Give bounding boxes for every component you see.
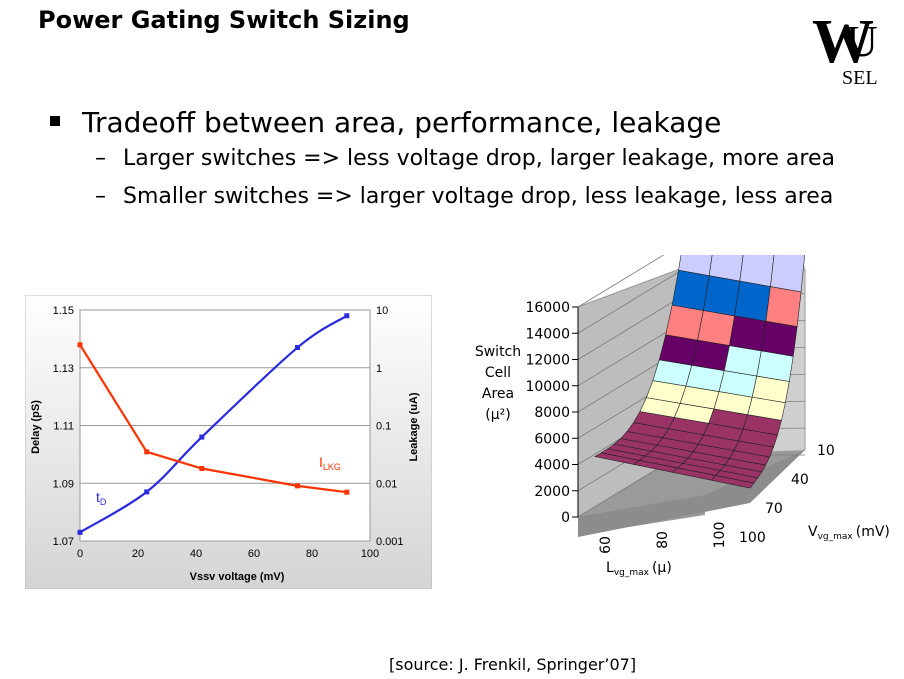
x-tick-label: 60 [598, 536, 614, 554]
wall-grid-line [577, 270, 681, 334]
z-tick-label: 8000 [534, 405, 570, 421]
bullet-square-icon [50, 116, 60, 126]
y-tick-label: 1.07 [53, 536, 74, 548]
main-bullet-text: Tradeoff between area, performance, leak… [82, 106, 722, 139]
wall-grid-line [577, 255, 665, 308]
z-tick-label: 14000 [525, 326, 570, 342]
data-point-td [144, 489, 150, 495]
y-tick-label: 100 [739, 530, 766, 546]
surface-cell [708, 255, 744, 282]
svg-text:Switch: Switch [475, 344, 521, 360]
data-point-ilkg [77, 342, 83, 348]
z-tick-label: 2000 [534, 484, 570, 500]
x-tick-label: 0 [77, 548, 83, 560]
data-point-td [344, 313, 350, 319]
y-tick-label: 40 [791, 472, 809, 488]
x-tick-label: 80 [306, 548, 318, 560]
data-point-td [77, 529, 83, 535]
wall-grid-line [577, 323, 681, 387]
y2-tick-label: 0.01 [376, 478, 397, 490]
y-tick-label: 10 [817, 443, 835, 459]
y2-tick-label: 0.1 [376, 421, 391, 433]
series-label-ilkg: ILKG [319, 454, 341, 472]
svg-text:Cell: Cell [485, 365, 511, 381]
z-tick-label: 12000 [525, 353, 570, 369]
surface-cell [665, 304, 704, 341]
z-tick-label: 16000 [525, 300, 570, 316]
surface-cell [671, 269, 710, 311]
x-tick-label: 80 [655, 531, 671, 549]
y2-tick-label: 10 [376, 305, 388, 317]
svg-text:W: W [812, 8, 874, 76]
svg-text:SEL: SEL [842, 67, 878, 88]
svg-text:(μ²): (μ²) [485, 407, 510, 423]
data-point-ilkg [344, 489, 350, 495]
y-axis-label: Vvg_max (mV) [808, 524, 890, 542]
y-axis-label: Delay (pS) [30, 400, 42, 454]
x-tick-label: 20 [132, 548, 144, 560]
dash-icon: – [95, 184, 106, 209]
surface-cell [734, 280, 771, 322]
wall-grid-line [577, 297, 681, 360]
y2-axis-label: Leakage (uA) [408, 392, 420, 461]
source-citation: [source: J. Frenkil, Springer’07] [389, 655, 637, 674]
y-tick-label: 1.09 [53, 478, 74, 490]
z-tick-label: 4000 [534, 458, 570, 474]
y-tick-label: 1.13 [53, 363, 74, 375]
z-tick-label: 0 [561, 510, 570, 526]
x-axis-label: Vssv voltage (mV) [190, 571, 285, 583]
y-tick-label: 1.11 [53, 421, 74, 433]
data-point-td [199, 434, 205, 440]
data-point-td [295, 345, 300, 351]
x-axis-label: Lvg_max (μ) [606, 560, 672, 578]
sub-bullet-text: Smaller switches => larger voltage drop,… [123, 184, 834, 209]
dash-icon: – [95, 146, 106, 171]
data-point-ilkg [144, 449, 150, 455]
sub-bullet-text: Larger switches => less voltage drop, la… [123, 146, 835, 171]
y2-tick-label: 0.001 [376, 536, 404, 548]
surface-cell [678, 255, 713, 277]
x-tick-label: 60 [248, 548, 260, 560]
university-logo: W U SEL [812, 8, 878, 88]
floor-front [578, 450, 805, 537]
data-point-ilkg [199, 466, 205, 472]
y2-tick-label: 1 [376, 363, 382, 375]
y-tick-label: 70 [765, 501, 783, 517]
sub-bullet-1: – Larger switches => less voltage drop, l… [95, 146, 835, 171]
surface-cell [703, 275, 741, 317]
switch-area-surface-chart: 0 2000 4000 6000 8000 10000 12000 14000 16000 60… [475, 255, 890, 578]
svg-text:U: U [846, 17, 878, 66]
x-tick-label: 100 [361, 548, 379, 560]
slide-title: Power Gating Switch Sizing [38, 6, 410, 34]
surface-cell [697, 310, 735, 346]
z-axis-label: Switch Cell Area (μ²) [475, 344, 521, 423]
x-tick-label: 100 [712, 522, 728, 549]
surface-cell [765, 286, 802, 327]
data-point-ilkg [295, 483, 300, 489]
surface-cell [770, 255, 805, 293]
svg-text:Area: Area [482, 386, 514, 402]
y-tick-label: 1.15 [53, 305, 74, 317]
series-label-td: tD [96, 489, 107, 507]
surface-cell [739, 255, 775, 287]
main-bullet: Tradeoff between area, performance, leak… [50, 106, 721, 139]
x-tick-label: 40 [190, 548, 202, 560]
sub-bullet-2: – Smaller switches => larger voltage drop… [95, 184, 833, 209]
surface-cell [760, 320, 798, 357]
z-tick-label: 10000 [525, 379, 570, 395]
surface-cell [729, 315, 767, 352]
z-tick-label: 6000 [534, 431, 570, 447]
